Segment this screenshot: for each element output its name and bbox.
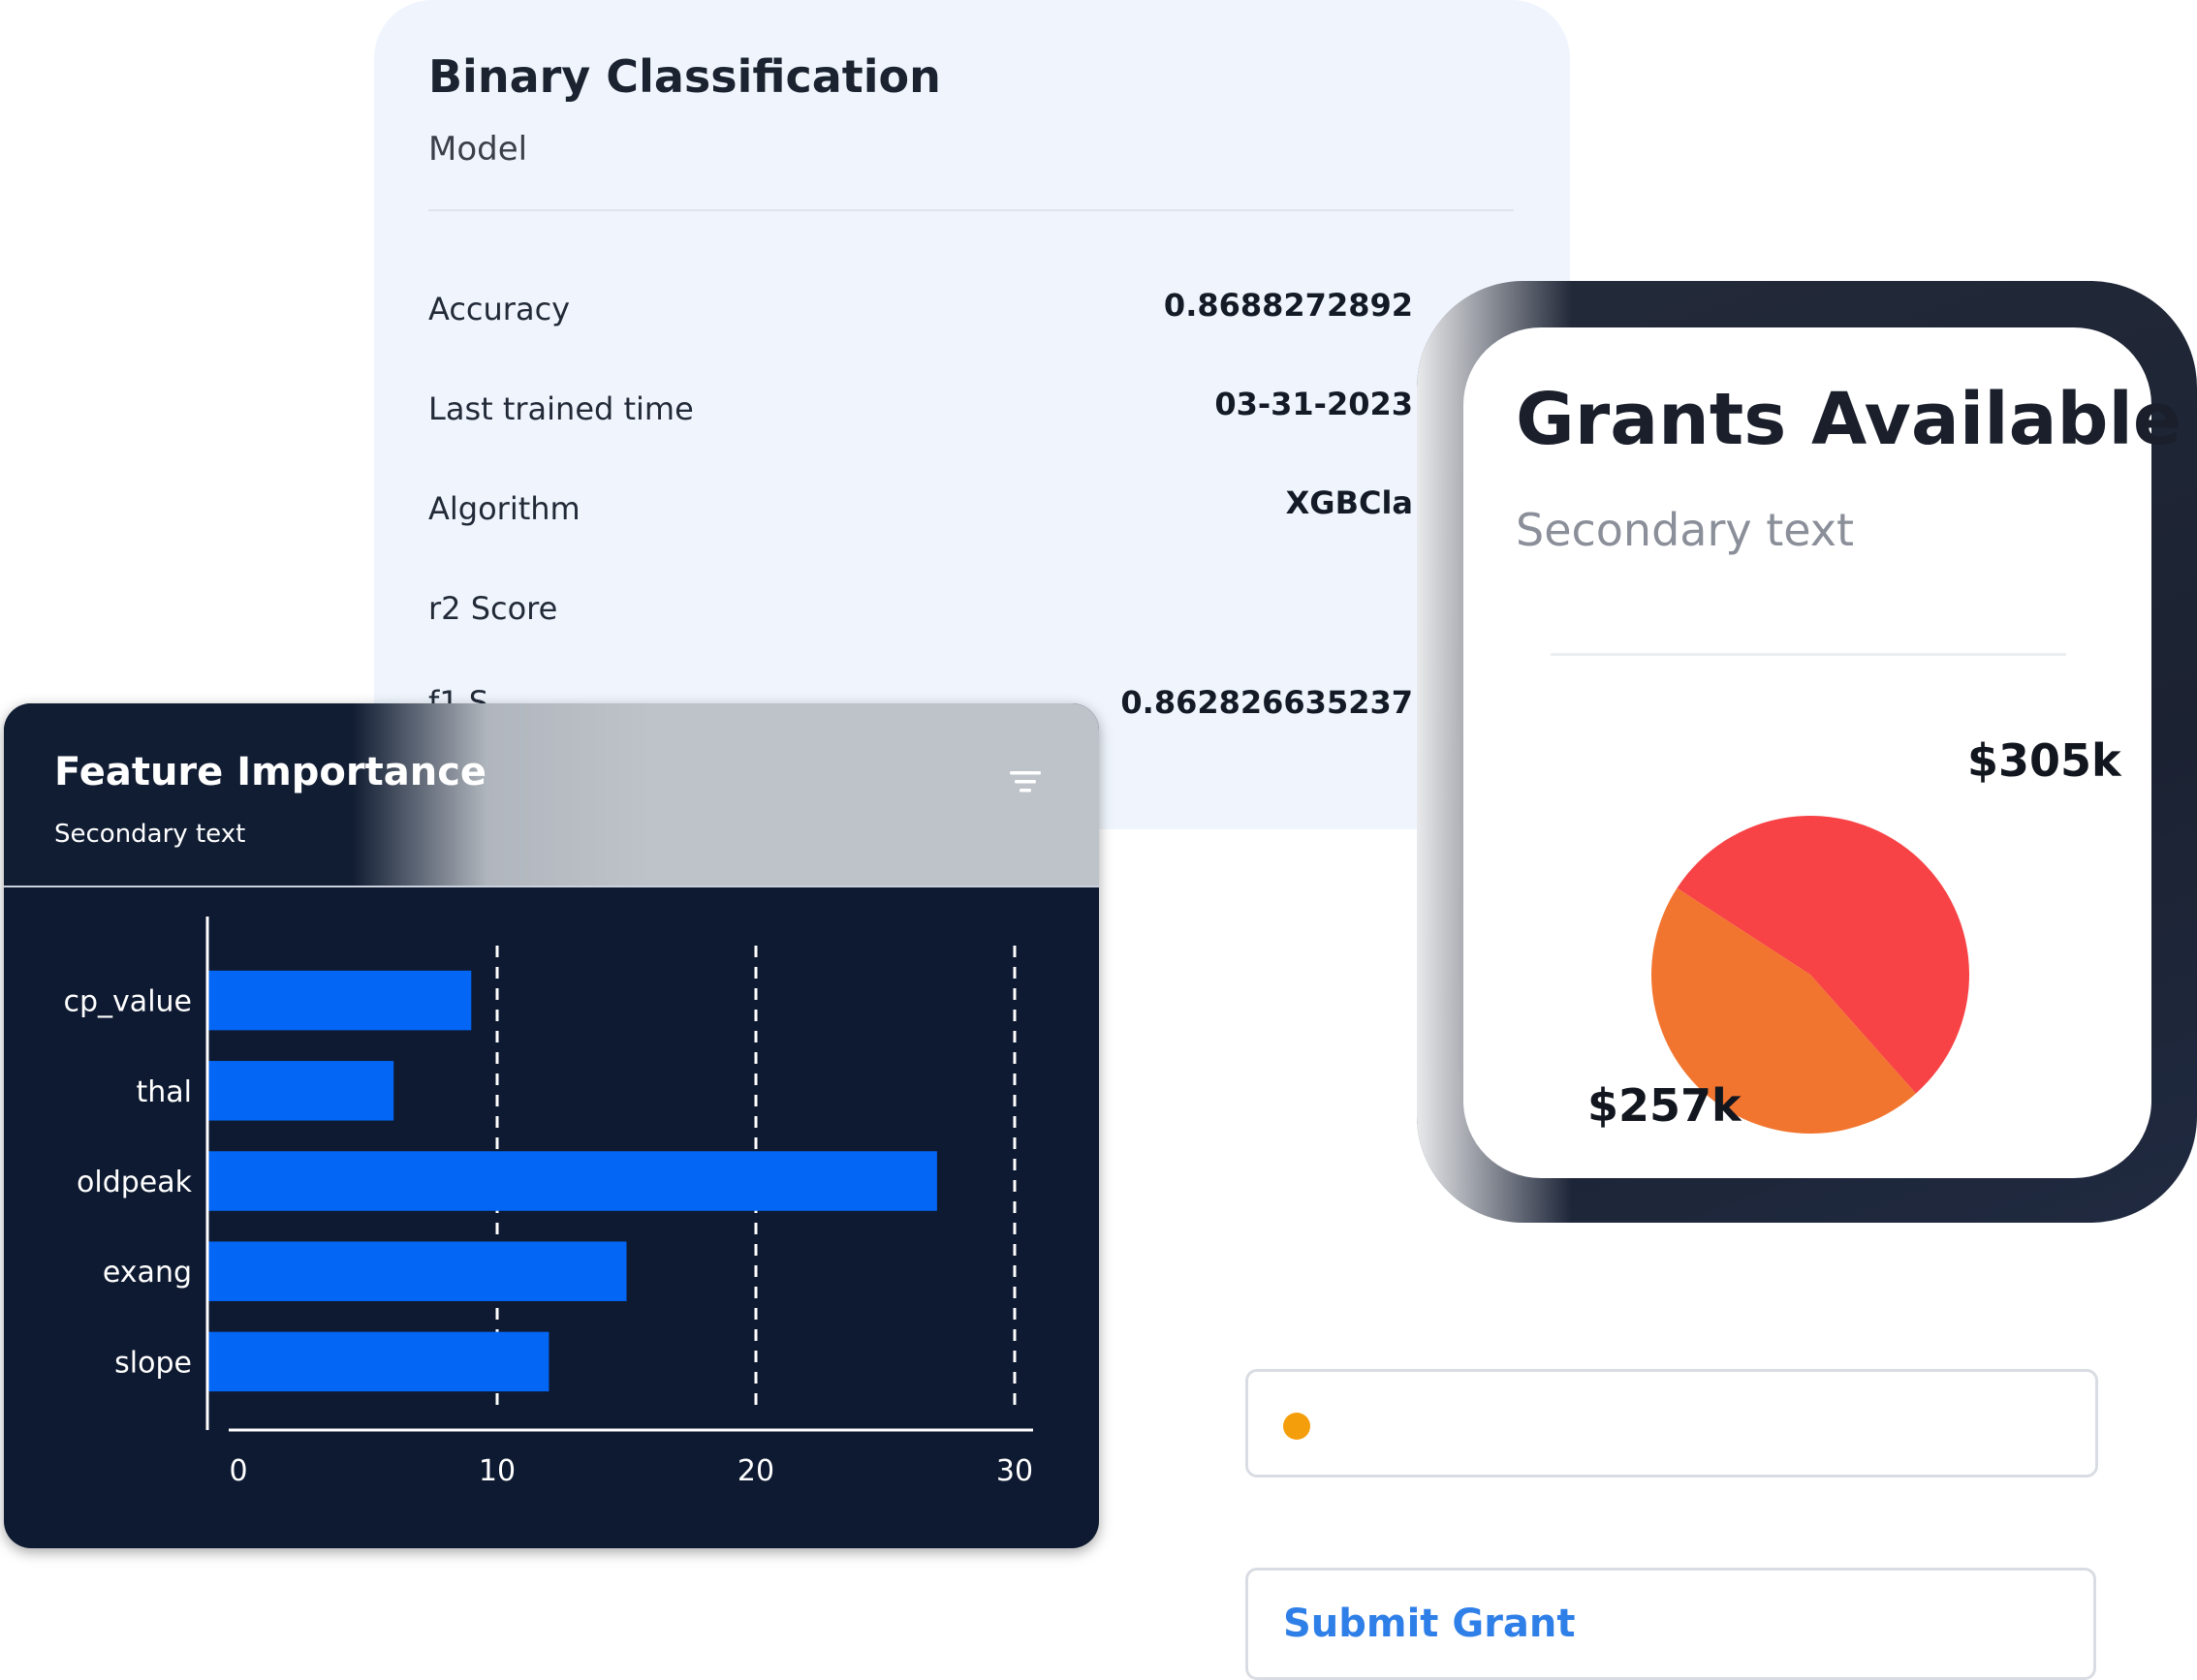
metric-label-accuracy: Accuracy xyxy=(428,291,571,327)
header-overlay xyxy=(353,703,1099,886)
divider xyxy=(428,209,1514,211)
pie-slice-1 xyxy=(1677,816,1969,1094)
filter-icon[interactable] xyxy=(1004,763,1047,802)
grants-pie-chart xyxy=(1651,816,1969,1134)
bar-slope xyxy=(207,1331,549,1392)
metric-value-last-trained: 03-31-2023 xyxy=(1214,386,1413,422)
metric-label-algorithm: Algorithm xyxy=(428,490,581,527)
pie-label-257k: $257k xyxy=(1587,1079,1742,1132)
grants-card-frame: Grants Available Secondary text $305k $2… xyxy=(1417,281,2197,1223)
status-field[interactable] xyxy=(1245,1369,2098,1478)
bar-oldpeak xyxy=(207,1151,937,1211)
x-tick-label: 10 xyxy=(479,1454,516,1488)
metric-label-last-trained: Last trained time xyxy=(428,390,694,427)
bar-thal xyxy=(207,1061,394,1121)
y-tick-label: cp_value xyxy=(64,985,192,1019)
metric-value-f1-score: 0.862826635237 xyxy=(1120,684,1413,721)
y-tick-label: thal xyxy=(137,1075,193,1109)
metric-value-algorithm: XGBCla xyxy=(1285,484,1413,521)
grants-card-subtitle: Secondary text xyxy=(1516,504,1855,556)
model-card-subtitle: Model xyxy=(428,130,528,169)
model-card-title: Binary Classification xyxy=(428,50,941,103)
y-tick-label: oldpeak xyxy=(77,1166,193,1199)
divider xyxy=(4,886,1099,887)
grants-card: Grants Available Secondary text $305k $2… xyxy=(1463,327,2181,1178)
y-tick-label: exang xyxy=(103,1256,192,1290)
feature-importance-card: Feature Importance Secondary text cp_val… xyxy=(4,703,1099,1548)
pie-slice-2 xyxy=(1651,887,1916,1134)
status-dot-icon xyxy=(1283,1413,1310,1440)
grants-card-title: Grants Available xyxy=(1516,378,2182,461)
x-tick-label: 0 xyxy=(229,1454,247,1488)
model-card: Binary Classification Model Accuracy 0.8… xyxy=(374,0,1570,829)
metric-value-accuracy: 0.8688272892 xyxy=(1163,287,1413,324)
x-tick-label: 30 xyxy=(996,1454,1033,1488)
bar-exang xyxy=(207,1241,627,1301)
y-tick-label: slope xyxy=(114,1346,192,1380)
feature-card-subtitle: Secondary text xyxy=(54,820,246,849)
pie-label-305k: $305k xyxy=(1967,734,2121,787)
x-tick-label: 20 xyxy=(738,1454,774,1488)
submit-grant-label: Submit Grant xyxy=(1283,1602,1576,1646)
divider xyxy=(1551,653,2066,656)
feature-card-title: Feature Importance xyxy=(54,750,487,794)
metric-label-r2-score: r2 Score xyxy=(428,590,558,627)
submit-grant-button[interactable]: Submit Grant xyxy=(1245,1568,2096,1680)
bar-cp-value xyxy=(207,970,472,1031)
